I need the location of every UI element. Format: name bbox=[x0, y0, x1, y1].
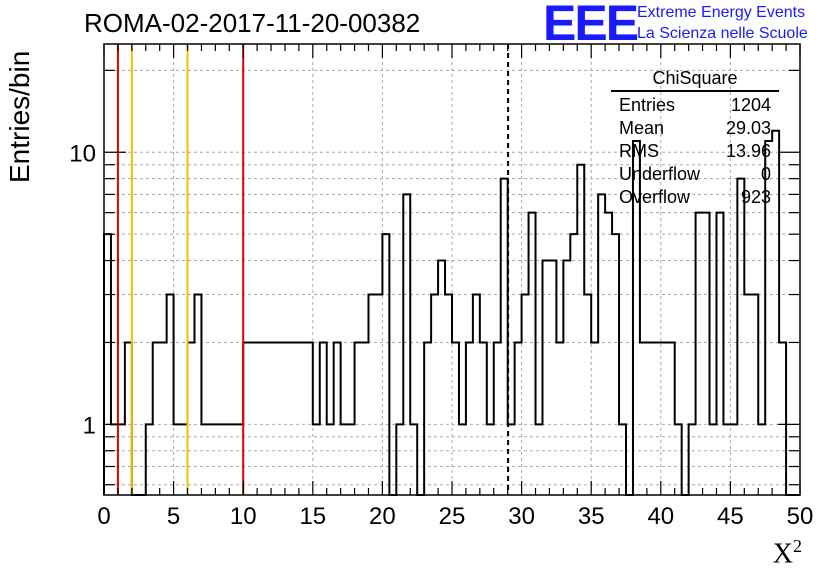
x-tick-label: 30 bbox=[508, 503, 535, 530]
x-tick-label: 40 bbox=[647, 503, 674, 530]
x-tick-label: 5 bbox=[167, 503, 180, 530]
stats-title: ChiSquare bbox=[611, 68, 779, 92]
y-axis-label: Entries/bin bbox=[4, 50, 35, 183]
y-tick-label: 1 bbox=[83, 412, 96, 439]
x-tick-label: 25 bbox=[439, 503, 466, 530]
logo-line-1: Extreme Energy Events bbox=[637, 4, 806, 21]
stats-box: ChiSquare Entries 1204 Mean 29.03 RMS 13.96… bbox=[611, 68, 779, 209]
stats-row-mean: Mean 29.03 bbox=[619, 118, 771, 138]
stats-row-overflow: Overflow 923 bbox=[619, 187, 771, 207]
x-tick-label: 15 bbox=[299, 503, 326, 530]
chart-title: ROMA-02-2017-11-20-00382 bbox=[84, 8, 421, 38]
x-tick-label: 20 bbox=[369, 503, 396, 530]
x-tick-label: 0 bbox=[97, 503, 110, 530]
stats-row-rms: RMS 13.96 bbox=[619, 141, 771, 161]
logo-line-2: La Scienza nelle Scuole bbox=[637, 25, 808, 42]
stats-row-entries: Entries 1204 bbox=[619, 95, 771, 115]
y-tick-label: 10 bbox=[69, 140, 96, 167]
eee-logo: EEE bbox=[543, 0, 639, 51]
x-tick-label: 50 bbox=[787, 503, 814, 530]
x-tick-label: 45 bbox=[717, 503, 744, 530]
x-axis-label: X2 bbox=[772, 536, 802, 570]
stats-row-underflow: Underflow 0 bbox=[619, 164, 771, 184]
x-tick-label: 35 bbox=[578, 503, 605, 530]
x-tick-label: 10 bbox=[230, 503, 257, 530]
